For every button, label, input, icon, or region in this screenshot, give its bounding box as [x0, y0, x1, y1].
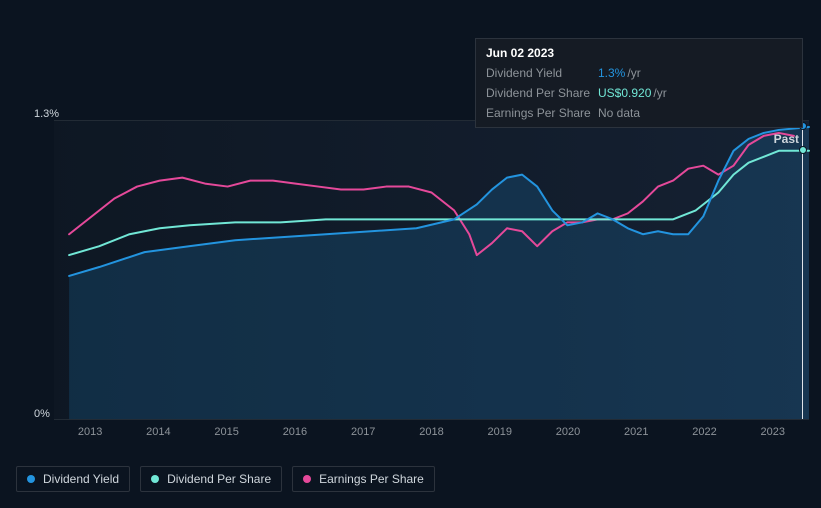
hover-tooltip: Jun 02 2023 Dividend Yield 1.3% /yr Divi…: [475, 38, 803, 128]
legend-item-eps[interactable]: Earnings Per Share: [292, 466, 435, 492]
x-axis-tick: 2013: [56, 426, 124, 444]
x-axis-tick: 2016: [261, 426, 329, 444]
x-axis-tick: 2022: [670, 426, 738, 444]
legend-label: Dividend Yield: [43, 472, 119, 486]
x-axis-tick: 2019: [466, 426, 534, 444]
y-axis-min-label: 0%: [34, 408, 50, 420]
tooltip-value: 1.3%: [598, 65, 625, 81]
tooltip-row-eps: Earnings Per Share No data: [476, 103, 802, 123]
y-axis-max-label: 1.3%: [34, 108, 59, 120]
legend-label: Earnings Per Share: [319, 472, 424, 486]
legend-dot-icon: [151, 475, 159, 483]
tooltip-row-yield: Dividend Yield 1.3% /yr: [476, 63, 802, 83]
hover-cursor-line: [802, 121, 803, 419]
legend-dot-icon: [303, 475, 311, 483]
tooltip-value: No data: [598, 105, 640, 121]
chart-plot-area[interactable]: [54, 120, 809, 420]
x-axis-tick: 2017: [329, 426, 397, 444]
x-axis-tick: 2021: [602, 426, 670, 444]
tooltip-suffix: /yr: [627, 65, 640, 81]
x-axis-tick: 2020: [534, 426, 602, 444]
tooltip-label: Dividend Yield: [486, 65, 598, 81]
x-axis-tick: 2015: [193, 426, 261, 444]
chart-container: Jun 02 2023 Dividend Yield 1.3% /yr Divi…: [12, 0, 809, 440]
legend: Dividend Yield Dividend Per Share Earnin…: [16, 466, 435, 492]
tooltip-label: Earnings Per Share: [486, 105, 598, 121]
series-end-marker-teal: [799, 146, 807, 154]
x-axis: 2013201420152016201720182019202020212022…: [54, 426, 809, 444]
legend-dot-icon: [27, 475, 35, 483]
legend-item-dps[interactable]: Dividend Per Share: [140, 466, 282, 492]
tooltip-value: US$0.920: [598, 85, 651, 101]
tooltip-suffix: /yr: [653, 85, 666, 101]
past-label: Past: [774, 132, 799, 146]
tooltip-date: Jun 02 2023: [486, 45, 554, 61]
legend-label: Dividend Per Share: [167, 472, 271, 486]
chart-svg: [54, 121, 809, 419]
tooltip-label: Dividend Per Share: [486, 85, 598, 101]
x-axis-tick: 2018: [397, 426, 465, 444]
legend-item-yield[interactable]: Dividend Yield: [16, 466, 130, 492]
tooltip-row-dps: Dividend Per Share US$0.920 /yr: [476, 83, 802, 103]
x-axis-tick: 2014: [124, 426, 192, 444]
x-axis-tick: 2023: [739, 426, 807, 444]
